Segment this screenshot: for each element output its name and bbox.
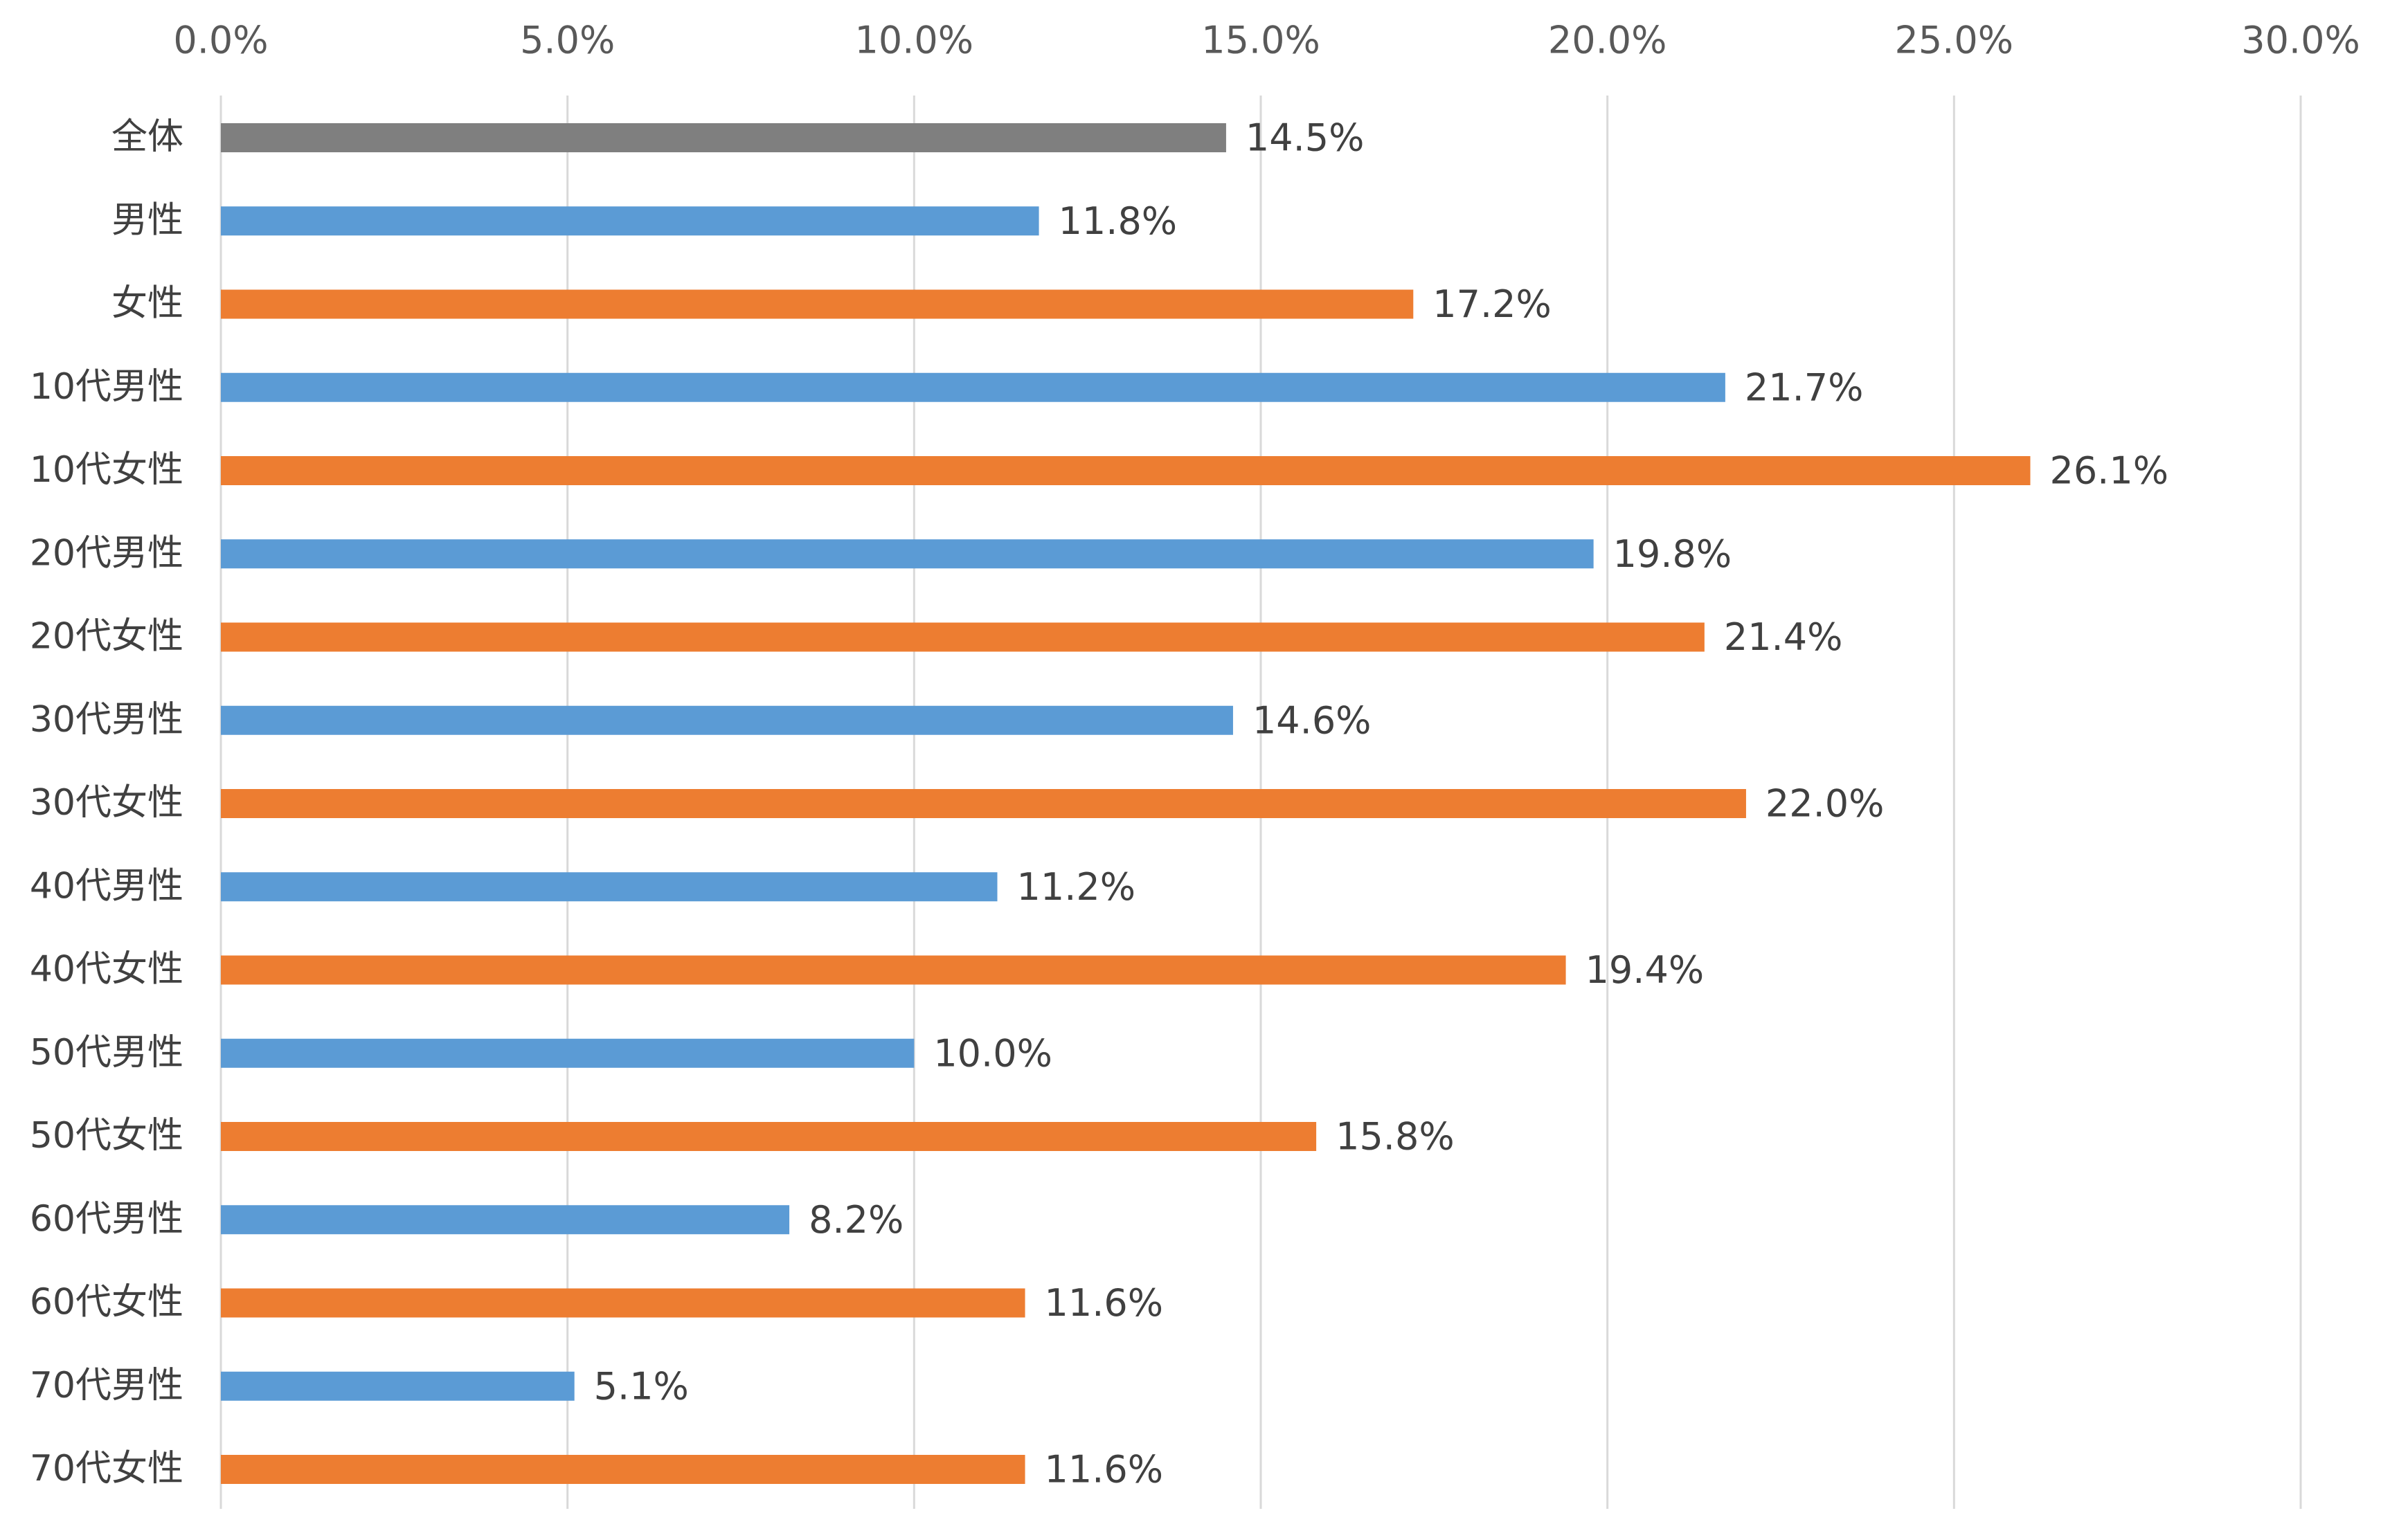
bar-17 [221,1455,1025,1484]
x-tick-label: 25.0% [1895,19,2014,62]
category-label: 60代女性 [30,1282,183,1323]
category-label: 全体 [111,116,183,158]
bar-1 [221,123,1226,152]
category-label: 70代男性 [30,1365,183,1406]
category-label: 30代女性 [30,782,183,824]
category-label: 60代男性 [30,1198,183,1240]
bar-14 [221,1205,790,1235]
category-label: 70代女性 [30,1448,183,1489]
bar-11 [221,955,1566,985]
data-label: 26.1% [2049,449,2168,493]
bar-9 [221,789,1746,818]
category-label: 10代女性 [30,449,183,491]
bar-15 [221,1288,1025,1318]
data-label: 11.8% [1059,199,1178,243]
data-label: 14.5% [1246,116,1365,160]
data-label: 19.4% [1585,948,1705,992]
data-label: 15.8% [1336,1115,1455,1159]
bar-3 [221,289,1414,319]
bars [221,123,2031,1484]
category-label: 50代男性 [30,1032,183,1074]
category-label: 30代男性 [30,699,183,741]
data-label: 5.1% [594,1364,689,1408]
category-label: 50代女性 [30,1115,183,1157]
x-tick-label: 20.0% [1548,19,1667,62]
category-label: 女性 [111,283,183,325]
bar-16 [221,1371,575,1401]
data-label: 11.6% [1045,1448,1164,1492]
data-label: 14.6% [1252,698,1372,742]
data-labels: 14.5% 11.8% 17.2% 21.7% 26.1% 19.8% 21.4% 14.6%… [594,116,2168,1492]
bar-4 [221,372,1725,402]
data-label: 21.7% [1745,365,1864,409]
x-axis-ticks: 0.0% 5.0% 10.0% 15.0% 20.0% 25.0% 30.0% [173,19,2360,62]
bar-6 [221,539,1594,569]
bar-10 [221,872,998,902]
bar-2 [221,206,1039,236]
bar-13 [221,1122,1317,1151]
category-label: 40代女性 [30,949,183,990]
x-tick-label: 30.0% [2241,19,2360,62]
x-tick-label: 10.0% [855,19,974,62]
bar-7 [221,622,1705,652]
data-label: 8.2% [809,1198,904,1242]
data-label: 22.0% [1765,782,1885,826]
x-tick-label: 5.0% [520,19,615,62]
category-label: 40代男性 [30,865,183,907]
data-label: 11.2% [1016,865,1135,909]
data-label: 10.0% [933,1031,1052,1075]
category-label: 20代女性 [30,616,183,658]
data-label: 19.8% [1613,532,1732,576]
x-tick-label: 15.0% [1201,19,1320,62]
bar-12 [221,1038,915,1068]
bar-8 [221,705,1233,735]
category-label: 20代男性 [30,532,183,574]
data-label: 21.4% [1724,615,1843,659]
bar-5 [221,456,2031,485]
category-label: 10代男性 [30,366,183,408]
data-label: 17.2% [1432,282,1552,326]
x-tick-label: 0.0% [173,19,268,62]
category-label: 男性 [111,199,183,241]
data-label: 11.6% [1045,1281,1164,1325]
